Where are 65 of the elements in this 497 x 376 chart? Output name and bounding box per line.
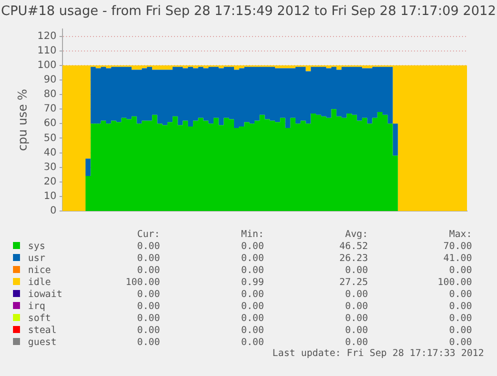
legend-label: usr: [27, 253, 46, 265]
text: 0.00: [240, 241, 264, 253]
legend-label: soft: [27, 313, 52, 325]
legend-label: steal: [27, 325, 58, 337]
text: 0.00: [344, 325, 368, 337]
text: 0.00: [136, 241, 160, 253]
legend-label: nice: [27, 265, 52, 277]
text: 0.00: [344, 337, 368, 348]
text: 0.00: [448, 337, 472, 349]
chart-title: CPU#18 usage - from Fri Sep 28 17:15:49 2012 to Fri Sep 28 17:17:09 2012: [0, 4, 497, 19]
y-tick-label: 60: [44, 118, 56, 130]
text: 41.00: [442, 253, 472, 265]
text: 0.00: [240, 313, 264, 325]
legend-label: idle: [27, 277, 52, 289]
text: 26.23: [338, 253, 368, 265]
text: Avg:: [344, 229, 368, 241]
y-tick-label: 40: [44, 147, 56, 158]
text: Min:: [240, 229, 264, 241]
text: 0.00: [240, 337, 264, 349]
y-tick-label: 70: [44, 104, 56, 115]
text: 0.00: [448, 265, 472, 277]
text: 0.00: [448, 313, 472, 325]
text: 0.00: [448, 289, 472, 301]
y-tick-label: 10: [44, 191, 56, 202]
text: 46.52: [338, 241, 368, 253]
text: Max:: [448, 229, 472, 241]
text: 0.00: [240, 289, 264, 301]
text: 0.00: [448, 301, 472, 313]
text: 70.00: [442, 241, 472, 253]
y-axis-title: cpu use %: [15, 88, 30, 152]
text: 0.00: [136, 325, 160, 337]
text: 0.00: [344, 301, 368, 313]
text: 0.00: [344, 289, 368, 301]
legend-label: iowait: [27, 289, 64, 301]
text: 0.00: [344, 265, 368, 277]
text: 0.99: [240, 277, 264, 289]
y-tick-label: 80: [44, 89, 56, 100]
y-tick-label: 110: [37, 45, 56, 56]
text: 0.00: [136, 289, 160, 301]
text: 100.00: [124, 277, 160, 289]
text: 0.00: [240, 301, 264, 313]
y-tick-label: 30: [44, 162, 56, 173]
y-tick-label: 120: [37, 30, 56, 42]
legend-label: irq: [27, 301, 46, 313]
legend-label: guest: [27, 337, 58, 349]
y-tick-label: 0: [50, 206, 56, 217]
text: 0.00: [136, 253, 160, 265]
y-tick-label: 20: [44, 176, 56, 188]
y-tick-label: 90: [44, 74, 56, 86]
text: 27.25: [338, 277, 368, 289]
text: 0.00: [136, 301, 160, 313]
text: 100.00: [436, 277, 472, 289]
text: 0.00: [344, 313, 368, 325]
text: 0.00: [240, 253, 264, 265]
text: 0.00: [448, 325, 472, 337]
text: 0.00: [240, 265, 264, 277]
text: Last update: Fri Sep 28 17:17:33 2012: [272, 348, 484, 359]
text: 0.00: [136, 337, 160, 349]
text: 0.00: [240, 325, 264, 337]
legend-label: sys: [27, 241, 46, 253]
text: 0.00: [136, 265, 160, 277]
y-tick-label: 100: [37, 60, 56, 71]
text: Cur:: [136, 229, 160, 241]
text: 0.00: [136, 313, 160, 325]
y-tick-label: 50: [44, 132, 56, 144]
